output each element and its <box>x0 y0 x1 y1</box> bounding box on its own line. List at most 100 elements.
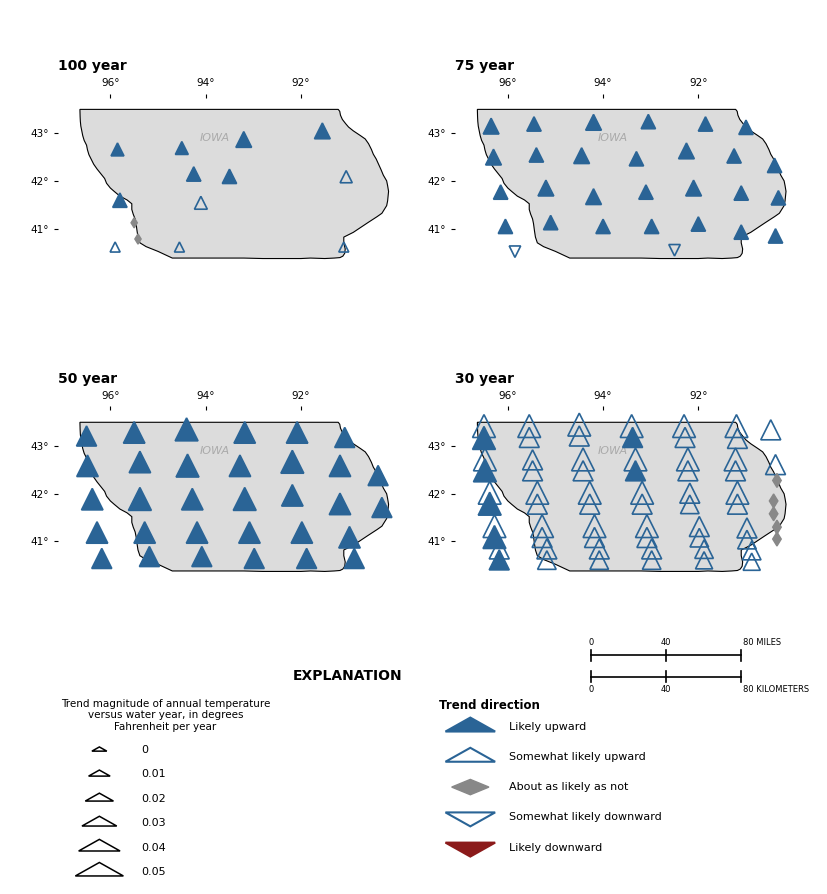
Polygon shape <box>281 485 303 506</box>
Polygon shape <box>640 114 655 129</box>
Polygon shape <box>368 466 388 485</box>
Text: Somewhat likely downward: Somewhat likely downward <box>509 813 661 822</box>
Polygon shape <box>624 460 645 481</box>
Polygon shape <box>477 109 785 258</box>
Text: 40: 40 <box>660 685 670 694</box>
Polygon shape <box>473 459 495 482</box>
Polygon shape <box>338 527 360 548</box>
Polygon shape <box>768 507 777 521</box>
Polygon shape <box>236 131 251 148</box>
Polygon shape <box>678 143 694 159</box>
Text: 75 year: 75 year <box>455 59 514 73</box>
Polygon shape <box>76 426 97 446</box>
Polygon shape <box>477 422 785 571</box>
Polygon shape <box>472 426 495 450</box>
Polygon shape <box>314 123 330 139</box>
Text: Likely upward: Likely upward <box>509 721 586 731</box>
Polygon shape <box>738 120 753 134</box>
Polygon shape <box>77 455 98 477</box>
Text: EXPLANATION: EXPLANATION <box>293 669 402 682</box>
Polygon shape <box>286 422 308 443</box>
Polygon shape <box>685 181 700 196</box>
Polygon shape <box>139 546 160 567</box>
Polygon shape <box>585 114 600 131</box>
Text: 0.04: 0.04 <box>141 842 165 853</box>
Text: IOWA: IOWA <box>200 133 230 143</box>
Text: 0: 0 <box>141 745 147 755</box>
Polygon shape <box>233 487 256 510</box>
Polygon shape <box>483 118 499 134</box>
Polygon shape <box>291 522 313 544</box>
Polygon shape <box>493 185 507 199</box>
Polygon shape <box>129 451 151 473</box>
Text: 50 year: 50 year <box>58 372 117 386</box>
Text: 100 year: 100 year <box>58 59 127 73</box>
Text: 0.01: 0.01 <box>141 770 165 780</box>
Polygon shape <box>92 548 112 569</box>
Polygon shape <box>329 493 351 515</box>
Polygon shape <box>123 422 145 443</box>
Polygon shape <box>329 455 351 477</box>
Polygon shape <box>734 186 748 200</box>
Polygon shape <box>478 493 500 515</box>
Polygon shape <box>770 190 785 205</box>
Polygon shape <box>772 474 781 487</box>
Polygon shape <box>538 181 553 196</box>
Polygon shape <box>638 185 653 199</box>
Text: 0: 0 <box>587 685 593 694</box>
Polygon shape <box>296 548 316 569</box>
Polygon shape <box>768 494 777 508</box>
Polygon shape <box>186 522 208 544</box>
Text: Likely downward: Likely downward <box>509 842 602 853</box>
Polygon shape <box>186 167 201 181</box>
Polygon shape <box>445 843 495 856</box>
Polygon shape <box>498 219 512 233</box>
Polygon shape <box>622 427 642 447</box>
Text: 30 year: 30 year <box>455 372 514 386</box>
Polygon shape <box>131 218 137 228</box>
Text: 80 KILOMETERS: 80 KILOMETERS <box>742 685 808 694</box>
Text: IOWA: IOWA <box>597 446 627 456</box>
Polygon shape <box>135 234 141 244</box>
Text: Trend direction: Trend direction <box>438 699 539 712</box>
Polygon shape <box>629 152 643 166</box>
Polygon shape <box>176 454 198 477</box>
Polygon shape <box>86 522 108 544</box>
Polygon shape <box>222 169 237 183</box>
Polygon shape <box>767 229 782 243</box>
Polygon shape <box>244 548 264 569</box>
Polygon shape <box>344 548 364 569</box>
Polygon shape <box>175 141 188 155</box>
Polygon shape <box>371 497 391 518</box>
Polygon shape <box>726 148 740 163</box>
Text: 0: 0 <box>587 638 593 647</box>
Polygon shape <box>175 418 198 441</box>
Polygon shape <box>128 487 151 510</box>
Polygon shape <box>229 455 251 477</box>
Polygon shape <box>181 488 203 510</box>
Polygon shape <box>691 217 705 232</box>
Polygon shape <box>643 219 658 233</box>
Text: Somewhat likely upward: Somewhat likely upward <box>509 752 645 762</box>
Polygon shape <box>482 526 505 549</box>
Text: Trend magnitude of annual temperature
versus water year, in degrees
Fahrenheit p: Trend magnitude of annual temperature ve… <box>61 699 270 732</box>
Polygon shape <box>334 427 354 447</box>
Polygon shape <box>192 546 212 567</box>
Text: About as likely as not: About as likely as not <box>509 782 628 792</box>
Text: IOWA: IOWA <box>597 133 627 143</box>
Text: 0.02: 0.02 <box>141 794 165 804</box>
Polygon shape <box>526 117 541 131</box>
Polygon shape <box>543 215 557 230</box>
Polygon shape <box>81 488 103 510</box>
Polygon shape <box>767 158 781 173</box>
Polygon shape <box>445 718 495 731</box>
Text: IOWA: IOWA <box>200 446 230 456</box>
Polygon shape <box>573 148 589 164</box>
Polygon shape <box>80 109 388 258</box>
Polygon shape <box>234 422 255 443</box>
Polygon shape <box>80 422 388 571</box>
Polygon shape <box>595 219 609 233</box>
Polygon shape <box>489 550 509 569</box>
Polygon shape <box>697 117 712 131</box>
Polygon shape <box>111 143 124 156</box>
